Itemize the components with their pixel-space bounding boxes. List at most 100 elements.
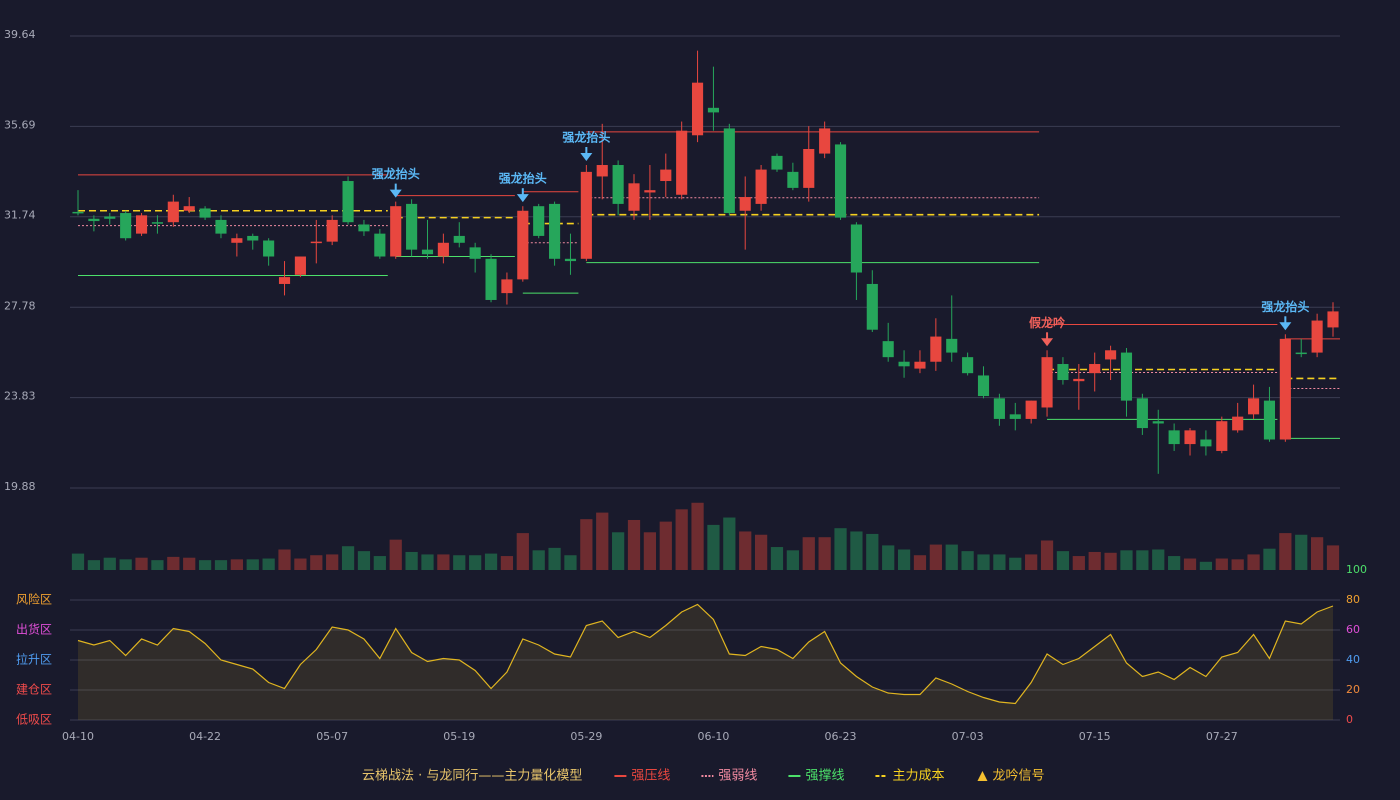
candle-body: [1105, 350, 1117, 360]
legend-swatch: [977, 771, 988, 781]
volume-bar: [612, 532, 625, 570]
candle-body: [612, 165, 624, 204]
candle-body: [1295, 352, 1307, 355]
volume-bar: [437, 554, 450, 570]
candle-body: [882, 341, 894, 358]
volume-bar: [71, 553, 85, 570]
candle-body: [1279, 338, 1291, 440]
x-tick-label: 07-15: [1079, 730, 1111, 743]
candle-body: [437, 242, 449, 257]
volume-bar: [278, 549, 291, 570]
volume-bar: [310, 555, 323, 570]
y2-tick-label: 80: [1346, 593, 1360, 606]
volume-bar: [866, 533, 879, 570]
candle-body: [755, 169, 767, 204]
candle-body: [898, 361, 910, 367]
legend-label: 龙吟信号: [992, 768, 1044, 784]
volume-bar: [1152, 549, 1165, 570]
candle-body: [644, 190, 656, 193]
volume-bar: [469, 555, 482, 570]
candle-body: [310, 241, 322, 244]
volume-bar: [1326, 545, 1340, 570]
candle-body: [1089, 364, 1101, 374]
volume-bar: [897, 549, 911, 570]
volume-bar: [580, 519, 593, 570]
candle-body: [501, 279, 513, 294]
zone-label: 风险区: [16, 592, 52, 607]
y-tick-label: 19.88: [4, 480, 36, 493]
candle-body: [1009, 414, 1021, 419]
volume-bar: [945, 544, 958, 570]
candle-body: [374, 233, 386, 257]
candle-body: [1073, 378, 1085, 382]
volume-bar: [723, 517, 736, 570]
volume-bar: [1215, 558, 1228, 570]
x-tick-label: 07-03: [952, 730, 984, 743]
x-tick-label: 05-19: [443, 730, 475, 743]
candle-body: [151, 222, 163, 224]
volume-bar: [1009, 557, 1022, 570]
candle-body: [628, 183, 640, 211]
volume-bar: [341, 546, 355, 570]
x-tick-label: 05-29: [570, 730, 602, 743]
candle-body: [278, 277, 291, 284]
candle-body: [72, 211, 84, 214]
y2-tick-label: 100: [1346, 563, 1367, 576]
volume-bar: [1310, 537, 1324, 570]
volume-bar: [786, 550, 799, 570]
x-tick-label: 06-23: [825, 730, 857, 743]
volume-bar: [1136, 550, 1149, 570]
legend-label: 强撑线: [805, 769, 844, 784]
candle-body: [453, 235, 465, 243]
candle-body: [850, 224, 862, 273]
candle-body: [993, 398, 1005, 419]
candle-body: [517, 210, 529, 280]
volume-bar: [103, 557, 116, 570]
volume-bar: [484, 553, 498, 570]
candle-body: [977, 375, 990, 397]
volume-bar: [1183, 558, 1197, 570]
zone-label: 拉升区: [16, 652, 52, 667]
volume-bar: [167, 556, 180, 570]
volume-bar: [421, 554, 434, 570]
volume-bar: [596, 512, 609, 570]
volume-bar: [87, 560, 101, 570]
y2-tick-label: 60: [1346, 623, 1360, 636]
volume-bar: [214, 560, 228, 570]
zone-label: 建仓区: [16, 683, 52, 697]
candle-body: [676, 130, 688, 195]
legend-title: 云梯战法 · 与龙同行——主力量化模型: [362, 769, 582, 784]
volume-bar: [659, 521, 672, 570]
candle-body: [549, 203, 561, 259]
candle-body: [120, 213, 132, 239]
volume-bar: [1088, 551, 1101, 570]
volume-bar: [294, 558, 307, 570]
volume-bar: [326, 554, 339, 570]
volume-bar: [1056, 551, 1070, 570]
signal-arrow: [1041, 338, 1054, 347]
candle-body: [596, 165, 608, 177]
candle-body: [104, 216, 116, 219]
volume-bar: [627, 519, 641, 570]
candle-body: [390, 206, 402, 257]
volume-bar: [929, 544, 942, 570]
legend-label: 主力成本: [892, 769, 944, 784]
candle-body: [1216, 421, 1228, 451]
x-tick-label: 04-10: [62, 730, 94, 743]
volume-bar: [1231, 559, 1244, 570]
candle-body: [834, 144, 847, 218]
volume-bar: [230, 559, 243, 570]
volume-bar: [564, 555, 577, 570]
candle-body: [1327, 311, 1339, 328]
candle-body: [342, 181, 354, 223]
candle-body: [930, 336, 942, 362]
volume-bar: [1199, 561, 1213, 570]
signal-arrow: [580, 153, 593, 162]
candle-body: [406, 203, 418, 250]
volume-bar: [532, 550, 545, 570]
candle-body: [914, 361, 926, 369]
candle-body: [469, 247, 481, 259]
volume-bar: [691, 502, 704, 570]
candle-body: [564, 258, 577, 262]
